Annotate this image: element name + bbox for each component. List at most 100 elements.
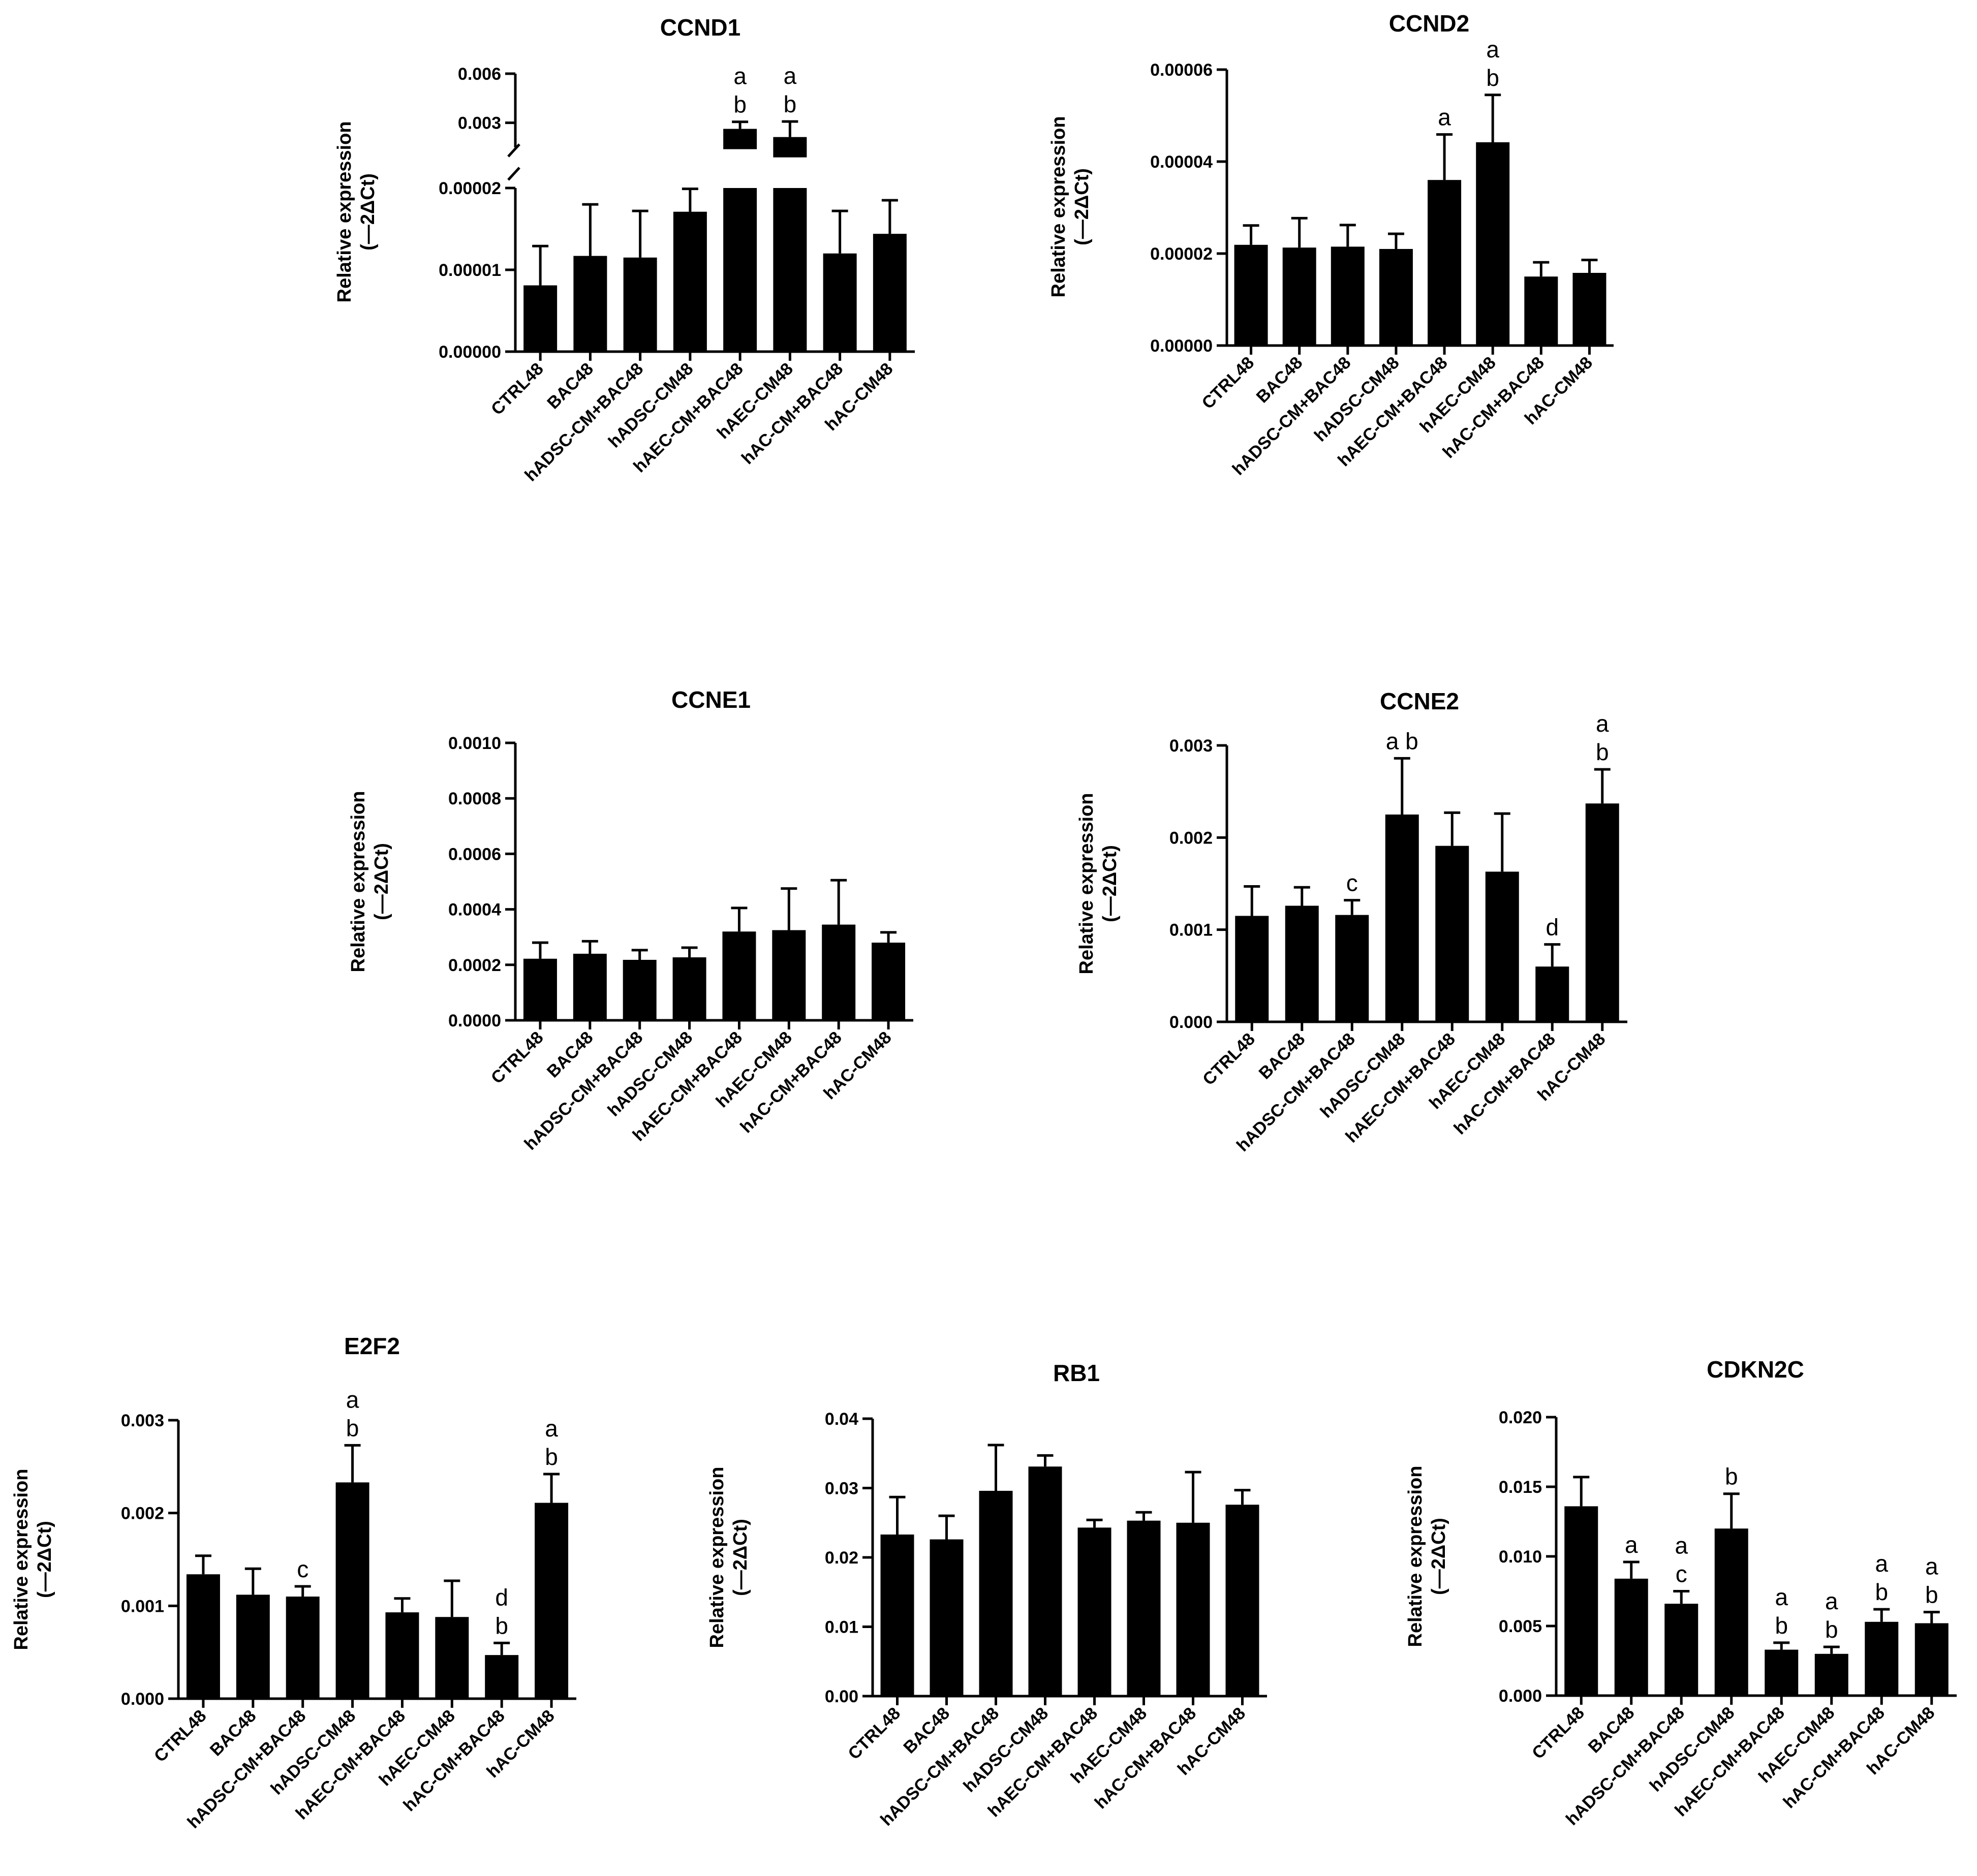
x-tick-label: hADSC-CM48 [1646, 1703, 1739, 1796]
chart-title: CCNE2 [1380, 688, 1459, 714]
x-tick-label: hADSC-CM48 [267, 1706, 359, 1799]
axis-break-mark [507, 167, 520, 181]
significance-letter: a [1775, 1584, 1788, 1610]
x-tick-label: CTRL48 [1198, 353, 1258, 413]
y-tick-label: 0.002 [121, 1504, 164, 1523]
significance-letter: c [297, 1556, 308, 1582]
chart-ccne2: CCNE2 Relative expression (—2ΔCt) 0.000 0.00… [1076, 688, 1627, 1155]
x-tick-label: hADSC-CM48 [1317, 1029, 1409, 1122]
significance-letter: a [1596, 710, 1609, 737]
significance-letter: a [1438, 104, 1451, 131]
significance-letter: b [1596, 739, 1609, 765]
significance-letter: d [495, 1584, 508, 1610]
y-axis-label-line2: (—2ΔCt) [34, 1521, 55, 1598]
y-tick-label: 0.000 [1499, 1686, 1542, 1706]
y-axis-label-line2: (—2ΔCt) [730, 1519, 751, 1596]
y-axis-label-line1: Relative expression [1405, 1466, 1426, 1647]
y-axis-label: Relative expression (—2ΔCt) [11, 1469, 55, 1650]
bar [1485, 871, 1519, 1022]
y-tick-label: 0.002 [1169, 828, 1213, 848]
bar [1428, 180, 1462, 346]
x-tick-label: hADSC-CM48 [605, 359, 697, 452]
y-axis-label: Relative expression (—2ΔCt) [334, 121, 379, 303]
chart-title: CCND1 [660, 14, 740, 41]
chart-title: RB1 [1053, 1360, 1100, 1386]
significance-letter: a [1825, 1588, 1838, 1614]
x-tick-label: hADSC-CM48 [960, 1704, 1052, 1796]
y-tick-label: 0.0006 [448, 845, 501, 864]
chart-ccnd1: CCND1 Relative expression (—2ΔCt) 0.00000 0.… [334, 14, 915, 485]
y-axis-label-line1: Relative expression [334, 121, 355, 303]
bar [872, 943, 906, 1020]
bar [1385, 815, 1419, 1022]
x-tick-label: CTRL48 [487, 1028, 547, 1088]
significance-letter: b [1775, 1612, 1788, 1639]
bar-upper-segment [773, 137, 807, 158]
bar [1282, 247, 1316, 346]
bar [573, 256, 607, 352]
y-tick-label: 0.00000 [1150, 336, 1213, 356]
bar [385, 1612, 419, 1699]
bar [1535, 966, 1569, 1022]
bar [1614, 1578, 1648, 1696]
bar [1028, 1466, 1062, 1696]
significance-letter: a [733, 63, 747, 89]
bar [979, 1490, 1013, 1696]
y-tick-label: 0.04 [825, 1410, 858, 1429]
x-tick-label: CTRL48 [1528, 1703, 1588, 1763]
y-tick-label: 0.00001 [439, 261, 501, 280]
bar [673, 211, 707, 352]
y-tick-label: 0.01 [825, 1618, 858, 1637]
significance-letter: d [1546, 914, 1559, 941]
y-tick-label: 0.000 [1169, 1013, 1213, 1032]
bar [286, 1597, 320, 1699]
chart-cdkn2c: CDKN2C Relative expression (—2ΔCt) 0.000 0.0… [1405, 1356, 1957, 1829]
significance-letter: b [1875, 1579, 1888, 1605]
bar [623, 959, 657, 1020]
bar [773, 188, 807, 352]
x-tick-label: CTRL48 [1199, 1029, 1259, 1089]
y-tick-label: 0.0000 [448, 1011, 501, 1030]
y-axis-label-line1: Relative expression [348, 791, 369, 973]
bar [1225, 1505, 1259, 1696]
significance-letter: b [346, 1415, 359, 1441]
x-tick-label: CTRL48 [844, 1704, 904, 1764]
y-tick-label: 0.010 [1499, 1547, 1542, 1567]
bar [485, 1655, 519, 1699]
y-tick-label: 0.003 [1169, 736, 1213, 756]
y-axis-label: Relative expression (—2ΔCt) [1405, 1466, 1449, 1647]
bar [1564, 1506, 1598, 1696]
y-tick-label: 0.02 [825, 1548, 858, 1568]
x-tick-label: hADSC-CM48 [604, 1028, 696, 1120]
x-tick-label: CTRL48 [150, 1706, 210, 1766]
significance-letter: a [545, 1415, 558, 1442]
significance-letter: b [733, 91, 747, 118]
bar [573, 953, 607, 1020]
bar [523, 285, 558, 352]
significance-letter: a [1486, 36, 1499, 62]
y-axis-label-line2: (—2ΔCt) [357, 173, 379, 251]
bar [1524, 276, 1558, 346]
y-axis-label: Relative expression (—2ΔCt) [706, 1467, 751, 1648]
y-tick-label: 0.0010 [448, 734, 501, 753]
significance-letter: b [495, 1612, 508, 1639]
significance-letter: a [1675, 1533, 1688, 1559]
significance-letter: a [346, 1386, 359, 1413]
significance-letter: a [1875, 1550, 1888, 1577]
chart-ccnd2: CCND2 Relative expression (—2ΔCt) 0.00000 0.… [1048, 10, 1614, 479]
significance-letter: b [1725, 1463, 1738, 1490]
y-tick-label: 0.00000 [439, 342, 501, 362]
bar [1176, 1522, 1210, 1696]
significance-letter: b [545, 1444, 558, 1470]
y-tick-label: 0.00002 [1150, 244, 1213, 264]
chart-ccne1: CCNE1 Relative expression (—2ΔCt) 0.0000 0.0… [348, 686, 913, 1154]
bar [1127, 1520, 1161, 1696]
bar [723, 188, 757, 352]
y-tick-label: 0.00002 [439, 179, 501, 198]
significance-letter: a [1625, 1531, 1638, 1558]
y-tick-label: 0.020 [1499, 1408, 1542, 1427]
bar [186, 1574, 220, 1699]
bar [1235, 916, 1269, 1022]
bar [335, 1482, 369, 1699]
